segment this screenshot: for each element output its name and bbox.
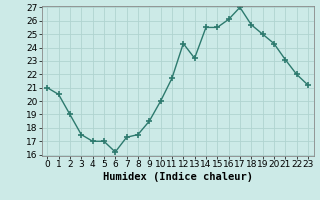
X-axis label: Humidex (Indice chaleur): Humidex (Indice chaleur) — [103, 172, 252, 182]
